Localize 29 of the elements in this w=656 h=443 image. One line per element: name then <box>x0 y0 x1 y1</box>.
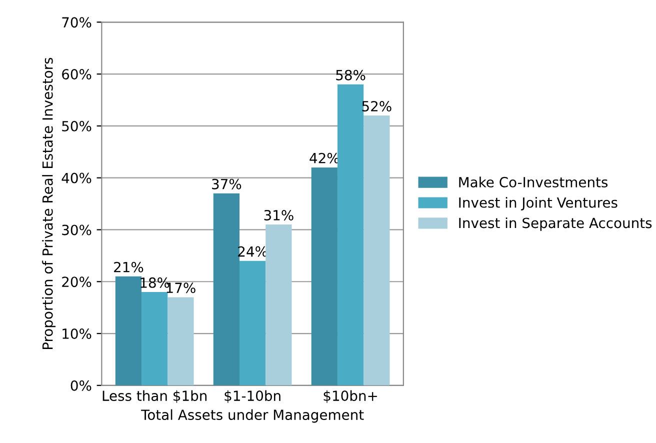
data-label: 58% <box>336 70 366 80</box>
bar <box>142 292 168 386</box>
legend-label: Make Co-Investments <box>459 176 608 188</box>
y-tick-label: 70% <box>62 17 92 28</box>
bar <box>168 297 194 386</box>
bar <box>266 224 292 386</box>
bar <box>239 260 266 386</box>
bar <box>364 116 390 386</box>
y-tick-label: 20% <box>62 276 92 288</box>
x-tick-label: Less than $1bn <box>102 390 207 403</box>
y-tick-label: 50% <box>62 120 92 132</box>
y-tick-label: 30% <box>62 224 92 236</box>
legend-label: Invest in Joint Ventures <box>459 197 618 210</box>
y-tick-label: 60% <box>62 69 92 80</box>
y-tick-label: 40% <box>62 172 92 184</box>
bar <box>115 276 142 386</box>
x-axis-title: Total Assets under Management <box>140 409 364 423</box>
y-tick-label: 10% <box>62 328 92 339</box>
data-label: 21% <box>114 262 144 272</box>
legend-label: Invest in Separate Accounts <box>459 217 652 231</box>
data-label: 31% <box>264 210 294 220</box>
x-tick-label: $10bn+ <box>324 390 377 403</box>
bar <box>213 193 240 386</box>
y-axis-title: Proportion of Private Real Estate Investors <box>42 58 56 350</box>
bar <box>311 167 338 386</box>
data-label: 37% <box>212 178 242 190</box>
y-tick-label: 0% <box>70 380 92 391</box>
x-tick-label: $1-10bn <box>224 390 280 403</box>
bar <box>337 84 364 386</box>
